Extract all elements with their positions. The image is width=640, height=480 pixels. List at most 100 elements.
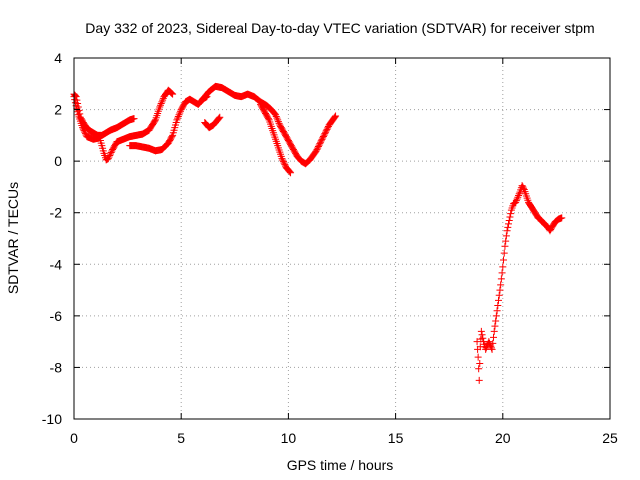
data-point: [169, 90, 177, 98]
data-point: [475, 376, 483, 384]
data-point: [485, 338, 493, 346]
data-point: [321, 130, 329, 138]
data-point: [151, 117, 159, 125]
data-point: [105, 153, 113, 161]
data-point: [79, 124, 87, 132]
data-point: [473, 338, 481, 346]
data-point: [507, 210, 515, 218]
data-point: [506, 213, 514, 221]
data-point: [502, 237, 510, 245]
y-tick-label: 0: [54, 153, 62, 169]
data-point: [505, 216, 513, 224]
data-point: [168, 89, 176, 97]
data-point: [316, 140, 324, 148]
data-point: [497, 275, 505, 283]
data-point: [505, 220, 513, 228]
data-point: [279, 156, 287, 164]
data-point: [477, 327, 485, 335]
data-point: [496, 286, 504, 294]
data-point: [495, 296, 503, 304]
data-point: [275, 119, 283, 127]
data-point: [278, 155, 286, 163]
x-tick-label: 5: [177, 430, 185, 446]
data-point: [322, 128, 330, 136]
data-point: [320, 131, 328, 139]
data-point: [490, 333, 498, 341]
y-tick-label: -2: [50, 205, 63, 221]
data-point: [498, 269, 506, 277]
data-point: [214, 115, 222, 123]
data-point: [495, 291, 503, 299]
data-point: [104, 155, 112, 163]
y-tick-label: 4: [54, 50, 62, 66]
data-point: [490, 327, 498, 335]
data-point: [476, 360, 484, 368]
data-point: [317, 138, 325, 146]
data-point: [272, 112, 280, 120]
data-point: [157, 100, 165, 108]
y-tick-label: -8: [50, 359, 63, 375]
data-point: [512, 197, 520, 205]
data-point: [174, 112, 182, 120]
x-tick-label: 10: [281, 430, 297, 446]
grid-lines: [74, 58, 610, 419]
data-point: [492, 312, 500, 320]
data-point: [156, 101, 164, 109]
data-point: [319, 134, 327, 142]
data-point: [80, 127, 88, 135]
data-point: [558, 214, 566, 222]
data-series: [201, 113, 224, 132]
data-point: [285, 167, 293, 175]
data-series: [473, 182, 566, 384]
data-point: [158, 98, 166, 106]
data-point: [107, 149, 115, 157]
data-point: [322, 127, 330, 135]
chart-title: Day 332 of 2023, Sidereal Day-to-day VTE…: [85, 20, 594, 36]
data-point: [503, 227, 511, 235]
data-point: [515, 190, 523, 198]
data-point: [324, 124, 332, 132]
data-point: [71, 92, 79, 100]
y-axis-label: SDTVAR / TECUs: [5, 182, 21, 294]
y-tick-label: 2: [54, 102, 62, 118]
data-point: [216, 113, 224, 121]
data-point: [71, 96, 79, 104]
x-tick-label: 25: [602, 430, 618, 446]
data-point: [286, 168, 294, 176]
x-tick-label: 20: [495, 430, 511, 446]
data-point: [264, 115, 272, 123]
data-point: [513, 195, 521, 203]
data-point: [106, 150, 114, 158]
data-point: [478, 331, 486, 339]
data-point: [494, 302, 502, 310]
data-point: [106, 152, 114, 160]
data-point: [175, 111, 183, 119]
data-point: [520, 184, 528, 192]
data-point: [81, 128, 89, 136]
data-point: [281, 161, 289, 169]
data-point: [514, 193, 522, 201]
data-point: [272, 111, 280, 119]
data-point: [318, 135, 326, 143]
data-point: [274, 118, 282, 126]
data-point: [332, 112, 340, 120]
axis-ticks: [73, 57, 611, 420]
data-point: [504, 223, 512, 231]
data-point: [312, 147, 320, 155]
data-point: [500, 249, 508, 257]
data-point: [287, 169, 295, 177]
data-point: [500, 256, 508, 264]
data-point: [512, 198, 520, 206]
data-series: [199, 82, 340, 168]
data-point: [475, 365, 483, 373]
plot-frame: [73, 57, 611, 420]
x-tick-label: 15: [388, 430, 404, 446]
data-point: [173, 116, 181, 124]
data-point: [474, 353, 482, 361]
y-tick-label: -10: [42, 411, 62, 427]
data-point: [515, 192, 523, 200]
data-point: [159, 96, 167, 104]
data-point: [215, 114, 223, 122]
data-point: [491, 322, 499, 330]
data-point: [314, 144, 322, 152]
